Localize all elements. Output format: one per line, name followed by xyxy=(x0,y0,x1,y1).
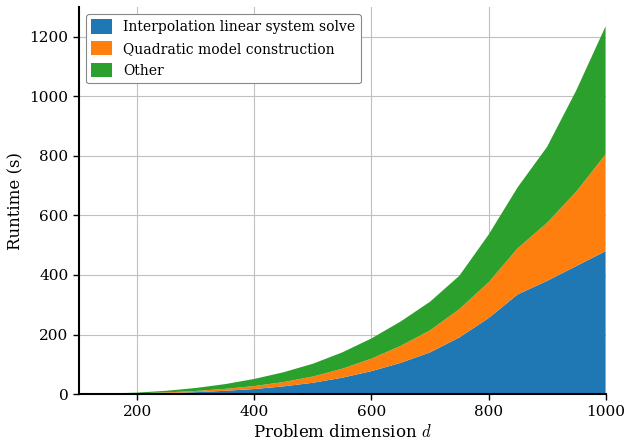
X-axis label: Problem dimension $d$: Problem dimension $d$ xyxy=(253,424,432,441)
Legend: Interpolation linear system solve, Quadratic model construction, Other: Interpolation linear system solve, Quadr… xyxy=(86,14,361,83)
Y-axis label: Runtime (s): Runtime (s) xyxy=(7,151,24,250)
